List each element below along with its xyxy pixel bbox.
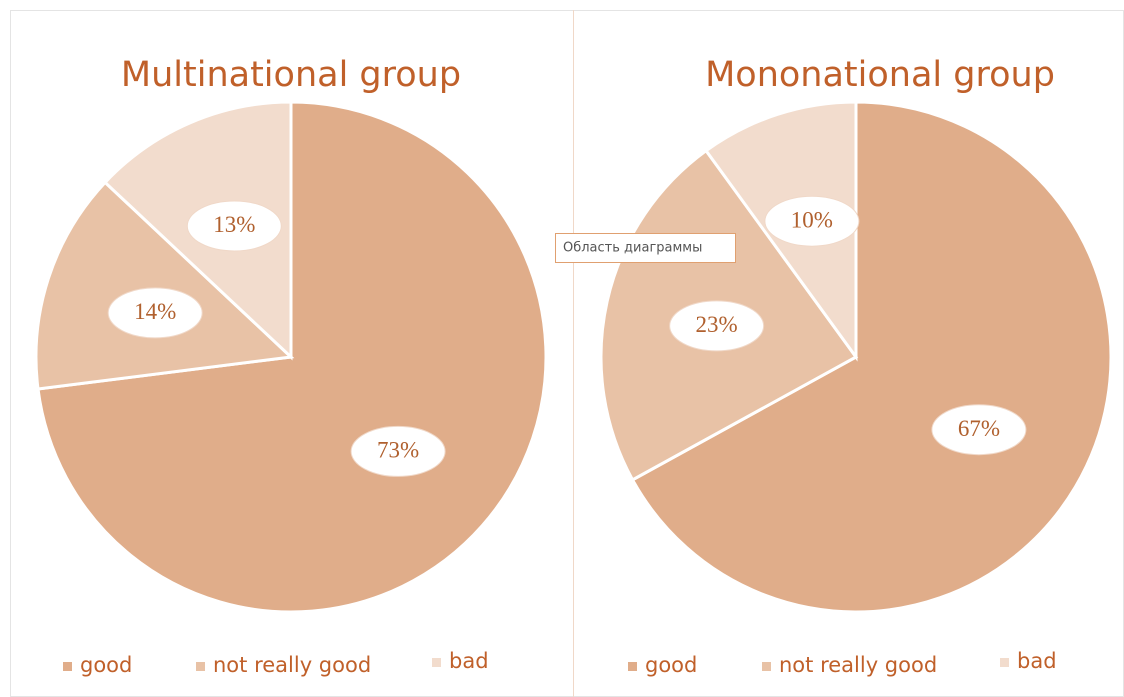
label-bubble [764, 195, 860, 247]
pie-slice [630, 100, 1113, 614]
legend-swatch [432, 658, 441, 667]
legend-label: bad [449, 649, 489, 673]
legend-label: good [80, 653, 132, 677]
label-bubble [931, 404, 1027, 456]
tooltip-box [555, 233, 736, 263]
data-label: 13% [213, 212, 255, 237]
legend-swatch [628, 662, 637, 671]
legend-label: not really good [779, 653, 937, 677]
legend-label: not really good [213, 653, 371, 677]
pie-slice [34, 180, 295, 391]
charts: Multinational group 73% 14% 13% good not real… [34, 55, 1113, 677]
data-label: 73% [377, 438, 419, 463]
label-bubble [350, 425, 446, 477]
label-bubble [669, 300, 765, 352]
data-label: 10% [791, 207, 833, 232]
data-label: 67% [958, 416, 1000, 441]
tooltip: Область диаграммы [563, 241, 702, 256]
data-label: 14% [134, 299, 176, 324]
legend-label: good [645, 653, 697, 677]
legend-swatch [196, 662, 205, 671]
label-bubble [186, 200, 282, 252]
data-label: 23% [696, 312, 738, 337]
label-bubble [107, 287, 203, 339]
chart-title: Multinational group [121, 55, 461, 95]
legend-label: bad [1017, 649, 1057, 673]
legend-swatch [762, 662, 771, 671]
legend-swatch [1000, 658, 1009, 667]
chart-title: Mononational group [705, 55, 1055, 95]
legend-swatch [63, 662, 72, 671]
